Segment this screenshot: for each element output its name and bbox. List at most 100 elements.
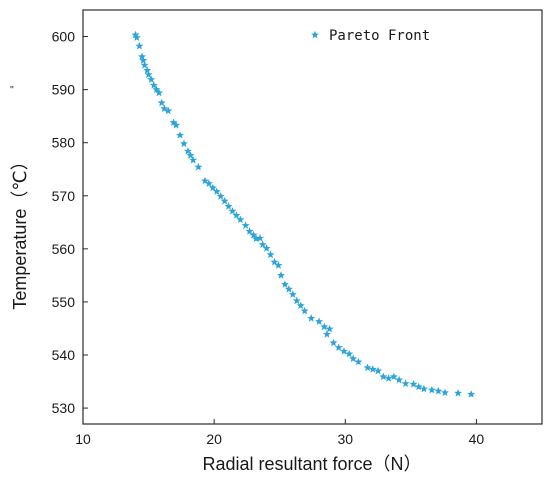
data-point [157, 98, 166, 107]
data-point [186, 151, 195, 159]
data-point [245, 227, 254, 235]
data-point [144, 70, 153, 79]
data-point [236, 215, 245, 224]
data-point [288, 290, 297, 298]
data-point [262, 244, 271, 252]
data-point [329, 338, 338, 347]
data-point [131, 30, 140, 39]
data-point [208, 183, 217, 192]
legend: Pareto Front [311, 28, 430, 44]
data-point [139, 56, 148, 64]
y-axis: 530 540 550 560 570 580 590 600 [52, 29, 88, 416]
legend-label: Pareto Front [329, 28, 430, 44]
y-axis-title: Temperature（℃） [10, 152, 30, 309]
data-point [143, 66, 152, 74]
data-point [414, 382, 423, 391]
data-point [409, 379, 418, 388]
data-point [274, 261, 283, 269]
y-tick-label: 590 [52, 82, 76, 98]
y-tick-label: 570 [52, 188, 76, 204]
data-point [189, 156, 198, 164]
y-tick-label: 580 [52, 135, 76, 151]
data-point [467, 390, 476, 398]
data-point [325, 324, 334, 333]
data-point [277, 271, 286, 279]
data-point [160, 104, 169, 113]
data-point [266, 250, 275, 259]
data-point [339, 347, 348, 355]
data-point [292, 296, 301, 305]
x-tick-label: 40 [469, 431, 485, 447]
data-point [228, 206, 237, 215]
data-point [220, 196, 229, 205]
x-axis-title: Radial resultant force（N） [202, 454, 421, 474]
data-point [374, 366, 383, 375]
data-point [241, 221, 250, 229]
data-point [419, 384, 428, 393]
data-point [149, 81, 158, 89]
data-point [140, 61, 149, 69]
data-point [307, 314, 316, 322]
legend-marker-star [311, 30, 319, 39]
y-tick-label: 600 [52, 29, 76, 45]
data-point [172, 120, 181, 129]
y-tick-label: 540 [52, 347, 76, 363]
data-points [131, 30, 476, 398]
x-axis: 10 20 30 40 [75, 419, 484, 447]
data-point [258, 240, 267, 248]
data-point [164, 106, 173, 115]
axis-corner-mark: '' [10, 85, 14, 96]
x-tick-label: 20 [206, 431, 222, 447]
data-point [384, 374, 393, 382]
data-point [349, 354, 358, 363]
data-point [300, 306, 309, 315]
data-point [147, 75, 156, 83]
data-point [320, 322, 329, 331]
data-point [345, 349, 354, 358]
data-point [395, 375, 404, 384]
x-tick-label: 30 [337, 431, 353, 447]
data-point [194, 162, 203, 171]
data-point [280, 280, 289, 288]
legend-star [311, 30, 319, 39]
data-point [176, 131, 185, 139]
data-point [200, 176, 209, 185]
data-point [183, 146, 192, 155]
data-point [135, 41, 144, 50]
data-point [179, 139, 188, 148]
data-point [440, 388, 449, 397]
x-tick-label: 10 [75, 431, 91, 447]
data-point [256, 234, 265, 242]
data-point [152, 85, 161, 94]
data-point [232, 211, 241, 219]
data-point [204, 179, 213, 187]
data-point [138, 52, 147, 61]
data-point [249, 230, 258, 239]
data-point [169, 118, 178, 126]
data-point [401, 379, 410, 388]
data-point [379, 372, 388, 381]
data-point [296, 301, 305, 310]
data-point [212, 187, 221, 195]
data-point [315, 317, 324, 325]
data-point [334, 343, 343, 351]
data-point [354, 357, 363, 366]
data-point [434, 386, 443, 395]
data-point [216, 192, 225, 200]
data-point [155, 88, 164, 97]
plot-frame [82, 9, 543, 425]
data-point [454, 389, 463, 397]
data-point [368, 365, 377, 373]
data-point [224, 202, 233, 210]
data-point [363, 363, 372, 372]
y-tick-label: 560 [52, 241, 76, 257]
data-point [270, 257, 279, 266]
data-point [132, 33, 141, 41]
data-point [389, 372, 398, 381]
y-tick-label: 550 [52, 294, 76, 310]
data-point [252, 234, 261, 243]
y-tick-label: 530 [52, 400, 76, 416]
data-point [427, 385, 436, 394]
data-point [284, 284, 293, 293]
